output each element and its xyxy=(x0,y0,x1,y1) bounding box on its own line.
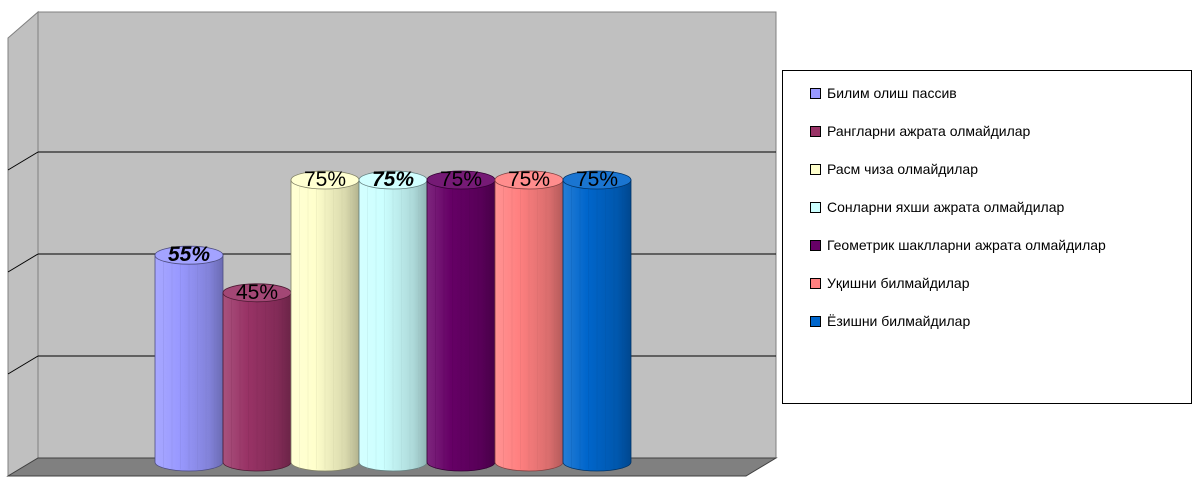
legend-item-4: Сонларни яхши ажрата олмайдилар xyxy=(810,197,1064,217)
legend-label: Ёзишни билмайдилар xyxy=(827,313,971,329)
bar-5 xyxy=(426,170,496,472)
bar-6 xyxy=(494,170,564,472)
data-label-4: 75% xyxy=(372,168,414,191)
legend-item-1: Билим олиш пассив xyxy=(810,83,957,103)
bar-body-7 xyxy=(562,179,632,472)
gridline-side-2 xyxy=(7,253,39,273)
legend-label: Уқишни билмайдилар xyxy=(827,275,970,291)
legend-label: Расм чиза олмайдилар xyxy=(827,161,978,177)
legend-swatch xyxy=(810,201,821,213)
legend-label: Билим олиш пассив xyxy=(827,85,957,101)
legend-item-3: Расм чиза олмайдилар xyxy=(810,159,978,179)
bar-1 xyxy=(154,245,224,472)
plot-side-wall xyxy=(7,10,39,477)
bar-3 xyxy=(290,170,360,472)
legend-label: Рангларни ажрата олмайдилар xyxy=(827,123,1031,139)
bar-body-5 xyxy=(426,179,496,472)
bar-4 xyxy=(358,170,428,472)
data-label-3: 75% xyxy=(304,168,346,191)
legend-swatch xyxy=(810,163,821,175)
legend-item-5: Геометрик шаклларни ажрата олмайдилар xyxy=(810,235,1106,255)
data-label-1: 55% xyxy=(168,243,210,266)
bar-body-4 xyxy=(358,179,428,472)
data-label-6: 75% xyxy=(508,168,550,191)
legend-item-7: Ёзишни билмайдилар xyxy=(810,311,970,331)
legend-label: Геометрик шаклларни ажрата олмайдилар xyxy=(827,237,1106,253)
legend-item-6: Уқишни билмайдилар xyxy=(810,273,969,293)
bar-body-1 xyxy=(154,254,224,472)
bar-top-1 xyxy=(154,245,224,265)
legend-swatch xyxy=(810,315,821,327)
legend: Билим олиш пассив Рангларни ажрата олмайд… xyxy=(782,70,1192,404)
gridline-side-3 xyxy=(7,151,39,171)
gridline-side-1 xyxy=(7,355,39,375)
data-label-2: 45% xyxy=(236,281,278,304)
bar-top-7 xyxy=(562,170,632,190)
legend-swatch xyxy=(810,239,821,251)
data-label-5: 75% xyxy=(440,168,482,191)
legend-swatch xyxy=(810,125,821,137)
bar-2 xyxy=(222,283,292,472)
bar-body-6 xyxy=(494,179,564,472)
legend-item-2: Рангларни ажрата олмайдилар xyxy=(810,121,1030,141)
bar-body-3 xyxy=(290,179,360,472)
bar-7 xyxy=(562,170,632,472)
legend-swatch xyxy=(810,277,821,289)
legend-label: Сонларни яхши ажрата олмайдилар xyxy=(827,199,1065,215)
legend-swatch xyxy=(810,87,821,99)
bar-body-2 xyxy=(222,292,292,472)
data-label-7: 75% xyxy=(576,168,618,191)
